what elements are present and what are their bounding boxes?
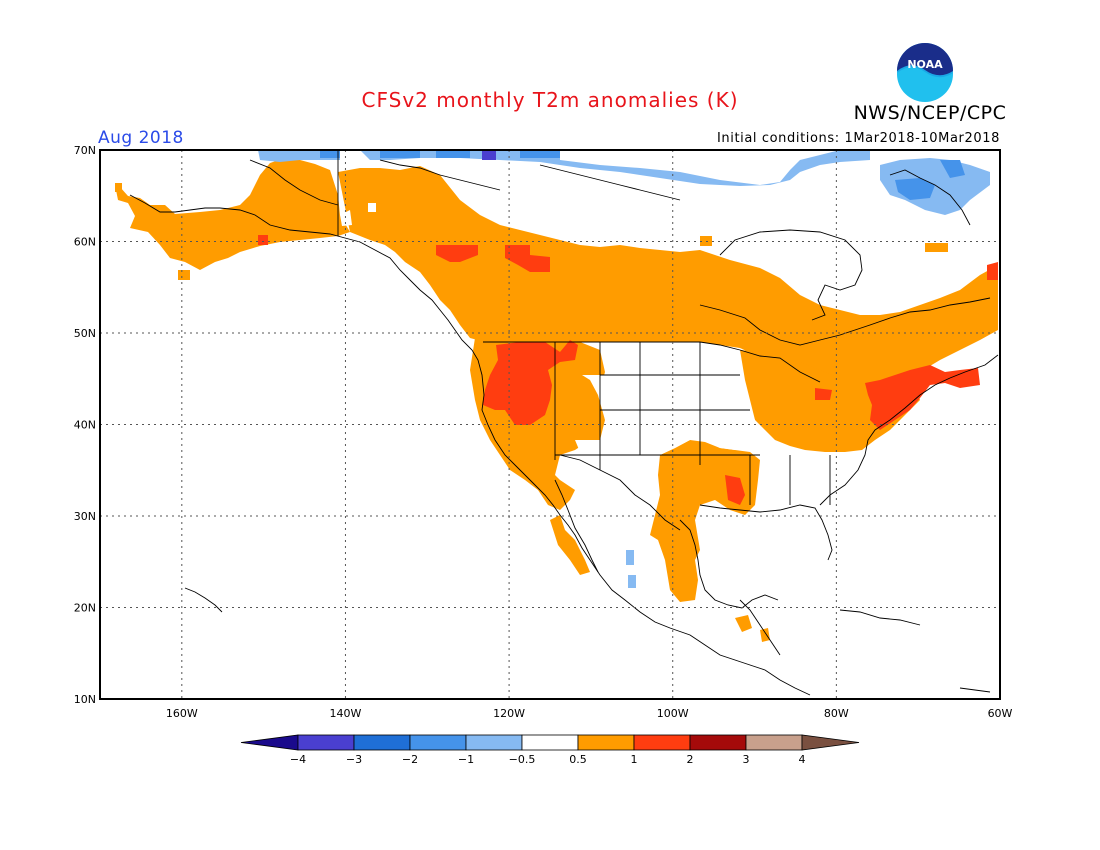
colorbar-tick-label: −2 bbox=[402, 753, 418, 766]
lon-tick-label: 140W bbox=[330, 707, 362, 720]
colorbar-tick-label: −0.5 bbox=[509, 753, 536, 766]
colorbar-segment bbox=[745, 734, 803, 751]
lat-tick-label: 20N bbox=[74, 602, 96, 615]
initial-conditions-label: Initial conditions: 1Mar2018-10Mar2018 bbox=[716, 131, 1000, 146]
colorbar-tick-label: 4 bbox=[799, 753, 806, 766]
latitude-labels: 70N 60N 50N 40N 30N 20N 10N bbox=[74, 144, 96, 706]
colorbar-segment bbox=[801, 734, 860, 751]
gridlines bbox=[100, 150, 1000, 699]
map-frame bbox=[99, 149, 1001, 700]
lon-tick-label: 60W bbox=[988, 707, 1013, 720]
colorbar-segment bbox=[689, 734, 747, 751]
colorbar-tick-label: 2 bbox=[687, 753, 694, 766]
hot-anomaly-region bbox=[258, 235, 998, 505]
colorbar-segment bbox=[465, 734, 523, 751]
warm-anomaly-region bbox=[115, 158, 998, 642]
lat-tick-label: 50N bbox=[74, 327, 96, 340]
colorbar-segment bbox=[297, 734, 355, 751]
lat-tick-label: 10N bbox=[74, 693, 96, 706]
colorbar-tick-label: −3 bbox=[346, 753, 362, 766]
lat-tick-label: 70N bbox=[74, 144, 96, 157]
colorbar-segment bbox=[577, 734, 635, 751]
coastlines bbox=[129, 150, 999, 696]
logo-text: NOAA bbox=[907, 58, 943, 71]
agency-label: NWS/NCEP/CPC bbox=[853, 102, 1007, 124]
colorbar-segment bbox=[409, 734, 467, 751]
lat-tick-label: 30N bbox=[74, 510, 96, 523]
colorbar-segment bbox=[521, 734, 579, 751]
colorbar-segment bbox=[240, 734, 299, 751]
noaa-logo: NOAA bbox=[894, 40, 956, 102]
lon-tick-label: 100W bbox=[657, 707, 689, 720]
colorbar-tick-label: 3 bbox=[743, 753, 750, 766]
colorbar-tick-label: 0.5 bbox=[569, 753, 587, 766]
colorbar-tick-label: 1 bbox=[631, 753, 638, 766]
longitude-labels: 160W 140W 120W 100W 80W 60W bbox=[166, 707, 1013, 720]
colorbar-segment bbox=[633, 734, 691, 751]
chart-title: CFSv2 monthly T2m anomalies (K) bbox=[361, 88, 739, 112]
cold-mid-anomaly bbox=[320, 150, 965, 200]
lon-tick-label: 120W bbox=[493, 707, 525, 720]
colorbar-tick-label: −4 bbox=[290, 753, 306, 766]
neutral-region bbox=[340, 203, 870, 505]
lon-tick-label: 80W bbox=[824, 707, 849, 720]
lat-tick-label: 40N bbox=[74, 419, 96, 432]
lat-tick-label: 60N bbox=[74, 236, 96, 249]
colorbar: −4 −3 −2 −1 −0.5 0.5 1 2 3 4 bbox=[240, 734, 860, 766]
lon-tick-label: 160W bbox=[166, 707, 198, 720]
cold-extreme-anomaly bbox=[482, 150, 496, 160]
colorbar-tick-label: −1 bbox=[458, 753, 474, 766]
valid-month-label: Aug 2018 bbox=[98, 128, 184, 148]
colorbar-segment bbox=[353, 734, 411, 751]
